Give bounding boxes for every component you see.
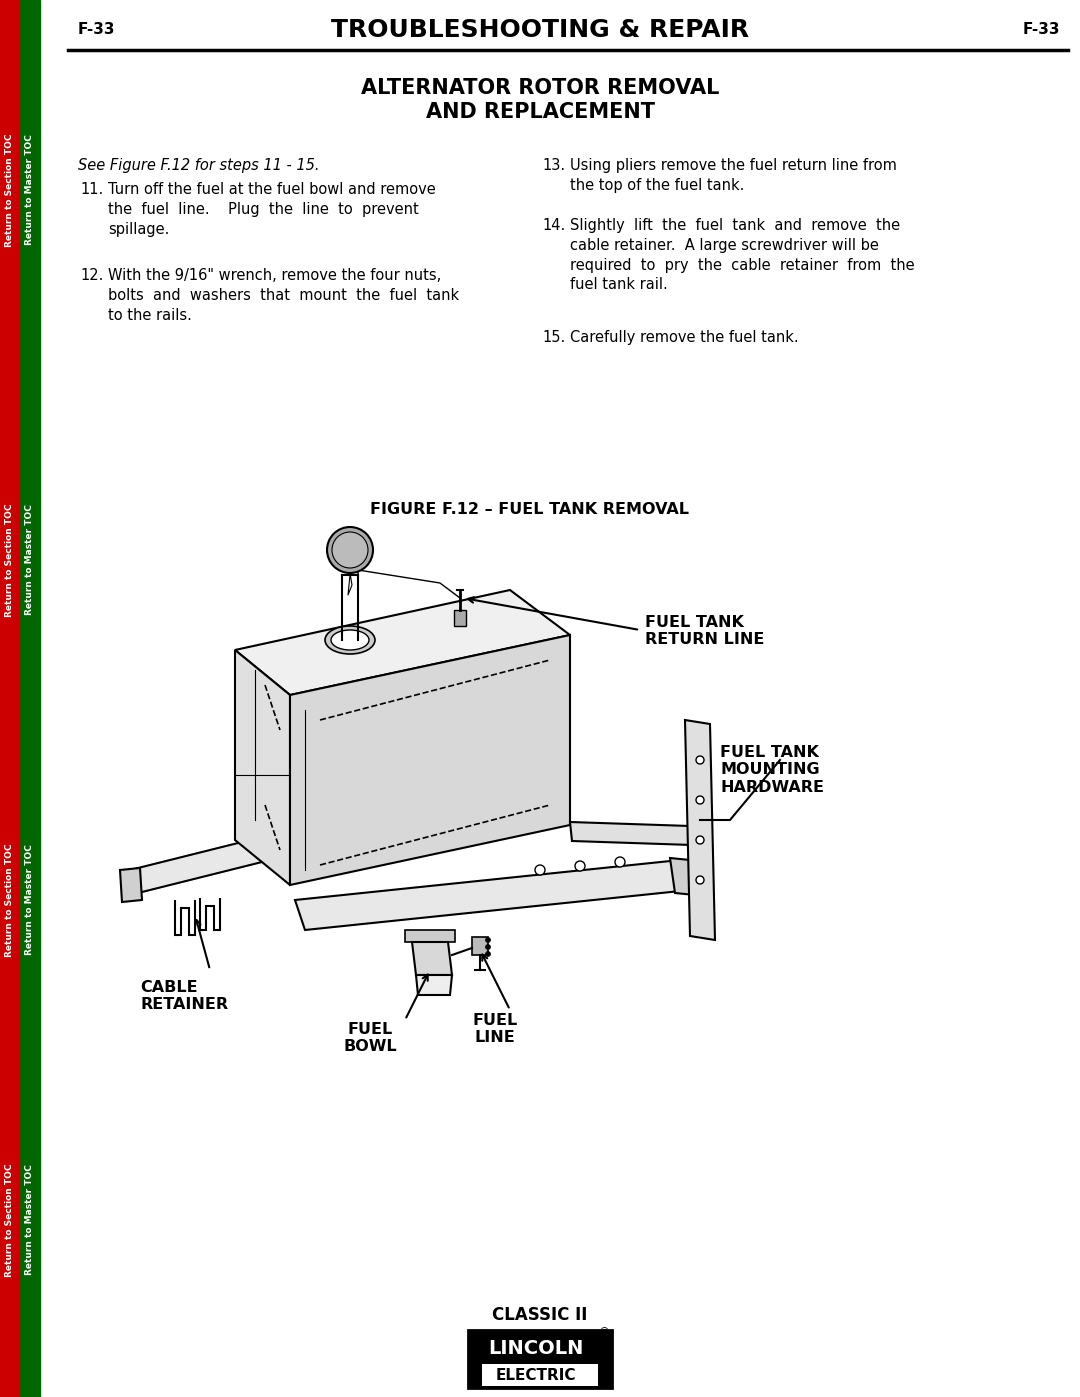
Polygon shape — [291, 636, 570, 886]
Polygon shape — [670, 858, 696, 895]
Circle shape — [696, 835, 704, 844]
Polygon shape — [295, 861, 690, 930]
Text: TROUBLESHOOTING & REPAIR: TROUBLESHOOTING & REPAIR — [330, 18, 750, 42]
Text: Turn off the fuel at the fuel bowl and remove
the  fuel  line.    Plug  the  lin: Turn off the fuel at the fuel bowl and r… — [108, 182, 435, 236]
Text: Slightly  lift  the  fuel  tank  and  remove  the
cable retainer.  A large screw: Slightly lift the fuel tank and remove t… — [570, 218, 915, 292]
Bar — [454, 610, 465, 626]
Text: F-33: F-33 — [78, 22, 116, 38]
Circle shape — [332, 532, 368, 569]
Circle shape — [575, 861, 585, 870]
Circle shape — [615, 856, 625, 868]
Circle shape — [486, 937, 490, 943]
Text: Return to Master TOC: Return to Master TOC — [26, 134, 35, 246]
Circle shape — [327, 527, 373, 573]
Text: 12.: 12. — [80, 268, 104, 284]
Circle shape — [696, 756, 704, 764]
Text: Return to Section TOC: Return to Section TOC — [5, 133, 14, 247]
Circle shape — [486, 944, 490, 950]
Polygon shape — [416, 975, 453, 995]
Text: ELECTRIC: ELECTRIC — [496, 1368, 577, 1383]
Text: Return to Section TOC: Return to Section TOC — [5, 844, 14, 957]
Text: See Figure F.12 for steps 11 - 15.: See Figure F.12 for steps 11 - 15. — [78, 158, 320, 173]
Bar — [472, 937, 488, 956]
Circle shape — [535, 865, 545, 875]
Text: F-33: F-33 — [1023, 22, 1059, 38]
Text: Return to Section TOC: Return to Section TOC — [5, 1164, 14, 1277]
Circle shape — [696, 796, 704, 805]
Bar — [0, 0, 21, 1397]
Text: FUEL TANK
RETURN LINE: FUEL TANK RETURN LINE — [645, 615, 765, 647]
Text: 11.: 11. — [80, 182, 104, 197]
Ellipse shape — [325, 626, 375, 654]
Text: Return to Master TOC: Return to Master TOC — [26, 504, 35, 616]
Bar — [472, 1334, 608, 1362]
Bar — [405, 930, 455, 942]
Bar — [468, 1330, 612, 1389]
Text: FUEL
BOWL: FUEL BOWL — [343, 1023, 396, 1055]
Text: AND REPLACEMENT: AND REPLACEMENT — [426, 102, 654, 122]
Bar — [482, 1363, 598, 1386]
Circle shape — [486, 951, 490, 957]
Circle shape — [696, 876, 704, 884]
Text: Return to Master TOC: Return to Master TOC — [26, 845, 35, 956]
Polygon shape — [235, 650, 291, 886]
Polygon shape — [235, 590, 570, 694]
Text: CABLE
RETAINER: CABLE RETAINER — [140, 981, 228, 1013]
Polygon shape — [685, 719, 715, 940]
Bar — [21, 0, 40, 1397]
Text: ALTERNATOR ROTOR REMOVAL: ALTERNATOR ROTOR REMOVAL — [361, 78, 719, 98]
Polygon shape — [411, 942, 453, 975]
Text: CLASSIC II: CLASSIC II — [492, 1306, 588, 1324]
Polygon shape — [130, 820, 338, 893]
Polygon shape — [570, 821, 692, 845]
Text: ®: ® — [598, 1327, 609, 1337]
Text: FIGURE F.12 – FUEL TANK REMOVAL: FIGURE F.12 – FUEL TANK REMOVAL — [370, 503, 689, 517]
Text: Return to Master TOC: Return to Master TOC — [26, 1165, 35, 1275]
Text: LINCOLN: LINCOLN — [488, 1338, 583, 1358]
Text: 13.: 13. — [542, 158, 565, 173]
Text: FUEL
LINE: FUEL LINE — [472, 1013, 517, 1045]
Text: Carefully remove the fuel tank.: Carefully remove the fuel tank. — [570, 330, 798, 345]
Text: FUEL TANK
MOUNTING
HARDWARE: FUEL TANK MOUNTING HARDWARE — [720, 745, 824, 795]
Ellipse shape — [330, 630, 369, 650]
Text: 15.: 15. — [542, 330, 565, 345]
Text: 14.: 14. — [542, 218, 565, 233]
Text: Using pliers remove the fuel return line from
the top of the fuel tank.: Using pliers remove the fuel return line… — [570, 158, 896, 193]
Text: Return to Section TOC: Return to Section TOC — [5, 503, 14, 616]
Text: With the 9/16" wrench, remove the four nuts,
bolts  and  washers  that  mount  t: With the 9/16" wrench, remove the four n… — [108, 268, 459, 323]
Polygon shape — [120, 868, 141, 902]
